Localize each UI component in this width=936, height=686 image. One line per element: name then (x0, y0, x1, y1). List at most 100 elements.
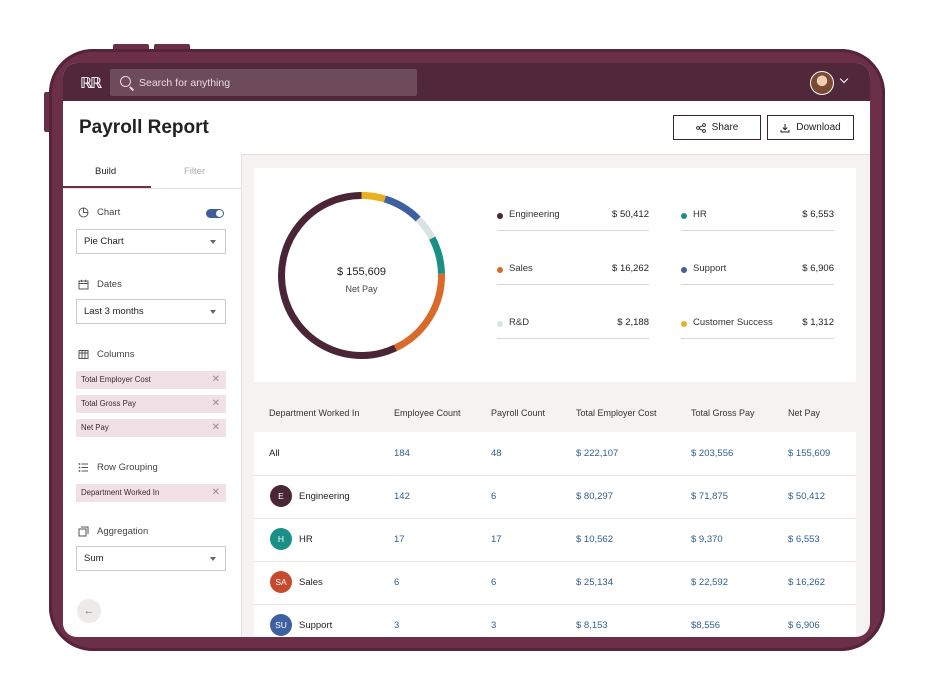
tab-build[interactable]: Build (95, 166, 117, 177)
download-icon (780, 123, 790, 132)
active-tab-indicator (63, 186, 151, 188)
donut-segment-support (383, 195, 421, 222)
close-icon[interactable]: ✕ (211, 422, 220, 433)
column-header[interactable]: Total Gross Pay (691, 408, 755, 418)
column-header[interactable]: Net Pay (788, 408, 821, 418)
column-chip[interactable]: Net Pay ✕ (76, 419, 226, 437)
cell-cost: $ 80,297 (576, 491, 613, 502)
search-input[interactable] (139, 69, 399, 96)
chart-label: Chart (97, 207, 121, 218)
chip-label: Total Employer Cost (81, 375, 151, 384)
cell-payroll: 17 (491, 534, 502, 545)
arrow-left-icon[interactable]: ← (77, 599, 101, 623)
close-icon[interactable]: ✕ (211, 374, 220, 385)
dates-label: Dates (97, 279, 122, 290)
download-button[interactable]: Download (767, 115, 854, 140)
page-title: Payroll Report (79, 117, 209, 138)
tab-filter[interactable]: Filter (184, 166, 206, 177)
legend-item-engineering: Engineering $ 50,412 (497, 206, 649, 231)
donut-chart (278, 192, 445, 359)
legend-value: $ 1,312 (802, 317, 834, 328)
payroll-table: Department Worked In Employee Count Payr… (254, 396, 856, 637)
row-grouping-chip[interactable]: Department Worked In ✕ (76, 484, 226, 502)
column-chip[interactable]: Total Gross Pay ✕ (76, 395, 226, 413)
donut-segment-hr (429, 236, 445, 274)
chevron-down-icon[interactable] (839, 74, 849, 84)
cell-dept: Sales (299, 577, 323, 588)
cell-gross: $ 71,875 (691, 491, 728, 502)
legend-dot (497, 213, 503, 219)
legend-value: $ 16,262 (612, 263, 649, 274)
download-label: Download (796, 122, 841, 133)
row-grouping-label: Row Grouping (97, 462, 158, 473)
legend-value: $ 6,553 (802, 209, 834, 220)
chevron-down-icon (210, 310, 216, 314)
chart-type-select[interactable]: Pie Chart (76, 229, 226, 254)
legend-item-support: Support $ 6,906 (681, 260, 834, 285)
dept-badge: SU (270, 614, 292, 636)
close-icon[interactable]: ✕ (211, 398, 220, 409)
dept-badge: H (270, 528, 292, 550)
cell-employees: 17 (394, 534, 405, 545)
share-button[interactable]: Share (673, 115, 761, 140)
legend-name: Sales (509, 263, 533, 274)
cell-net: $ 6,553 (788, 534, 820, 545)
close-icon[interactable]: ✕ (211, 487, 220, 498)
cell-gross: $8,556 (691, 620, 721, 631)
legend-name: Customer Success (693, 317, 773, 328)
cell-dept: Engineering (299, 491, 350, 502)
column-chip[interactable]: Total Employer Cost ✕ (76, 371, 226, 389)
tablet-button-side (44, 92, 51, 132)
legend-name: Engineering (509, 209, 560, 220)
share-label: Share (711, 122, 739, 133)
columns-icon (78, 350, 89, 359)
pie-chart-icon (78, 207, 89, 218)
column-header[interactable]: Total Employer Cost (576, 408, 657, 418)
legend-dot (681, 213, 687, 219)
cell-employees: 6 (394, 577, 400, 588)
chip-label: Net Pay (81, 423, 109, 432)
cell-cost: $ 25,134 (576, 577, 613, 588)
page-header: Payroll Report Share Download (63, 101, 870, 155)
column-header[interactable]: Employee Count (394, 408, 461, 418)
donut-segment-r-d (415, 216, 436, 240)
donut-segment-sales (393, 273, 445, 352)
table-row[interactable]: H HR 17 17 $ 10,562 $ 9,370 $ 6,553 (254, 518, 856, 562)
search-box[interactable] (110, 69, 417, 96)
cell-net: $ 16,262 (788, 577, 825, 588)
cell-cost: $ 10,562 (576, 534, 613, 545)
dept-badge: E (270, 485, 292, 507)
table-row[interactable]: SA Sales 6 6 $ 25,134 $ 22,592 $ 16,262 (254, 561, 856, 605)
aggregation-label: Aggregation (97, 526, 149, 537)
dates-select[interactable]: Last 3 months (76, 299, 226, 324)
dept-badge: SA (270, 571, 292, 593)
sidebar-tabs: Build Filter (63, 154, 241, 189)
aggregation-select[interactable]: Sum (76, 546, 226, 571)
sidebar: Build Filter Chart Pie Chart Dates Last … (63, 154, 242, 637)
cell-dept: HR (299, 534, 313, 545)
donut-segment-engineering (278, 192, 397, 359)
cell-payroll: 3 (491, 620, 497, 631)
cell-dept: All (269, 448, 280, 459)
legend-value: $ 6,906 (802, 263, 834, 274)
column-header[interactable]: Payroll Count (491, 408, 546, 418)
table-row[interactable]: E Engineering 142 6 $ 80,297 $ 71,875 $ … (254, 475, 856, 519)
cell-gross: $ 9,370 (691, 534, 723, 545)
avatar[interactable] (810, 71, 834, 95)
app-logo-icon[interactable]: ℝℝ (80, 75, 102, 92)
legend-value: $ 50,412 (612, 209, 649, 220)
calendar-icon (78, 279, 89, 290)
tablet-button-top-2 (154, 44, 190, 51)
table-row[interactable]: All 184 48 $ 222,107 $ 203,556 $ 155,609 (254, 432, 856, 476)
legend-name: HR (693, 209, 707, 220)
legend-item-sales: Sales $ 16,262 (497, 260, 649, 285)
cell-net: $ 6,906 (788, 620, 820, 631)
app-screen: ℝℝ Payroll Report Share D (63, 63, 870, 637)
chevron-down-icon (210, 557, 216, 561)
table-row[interactable]: SU Support 3 3 $ 8,153 $8,556 $ 6,906 (254, 604, 856, 637)
legend-value: $ 2,188 (617, 317, 649, 328)
column-header[interactable]: Department Worked In (269, 408, 360, 418)
cell-employees: 184 (394, 448, 410, 459)
donut-total-label: Net Pay (345, 284, 378, 294)
chart-toggle[interactable] (206, 209, 224, 218)
